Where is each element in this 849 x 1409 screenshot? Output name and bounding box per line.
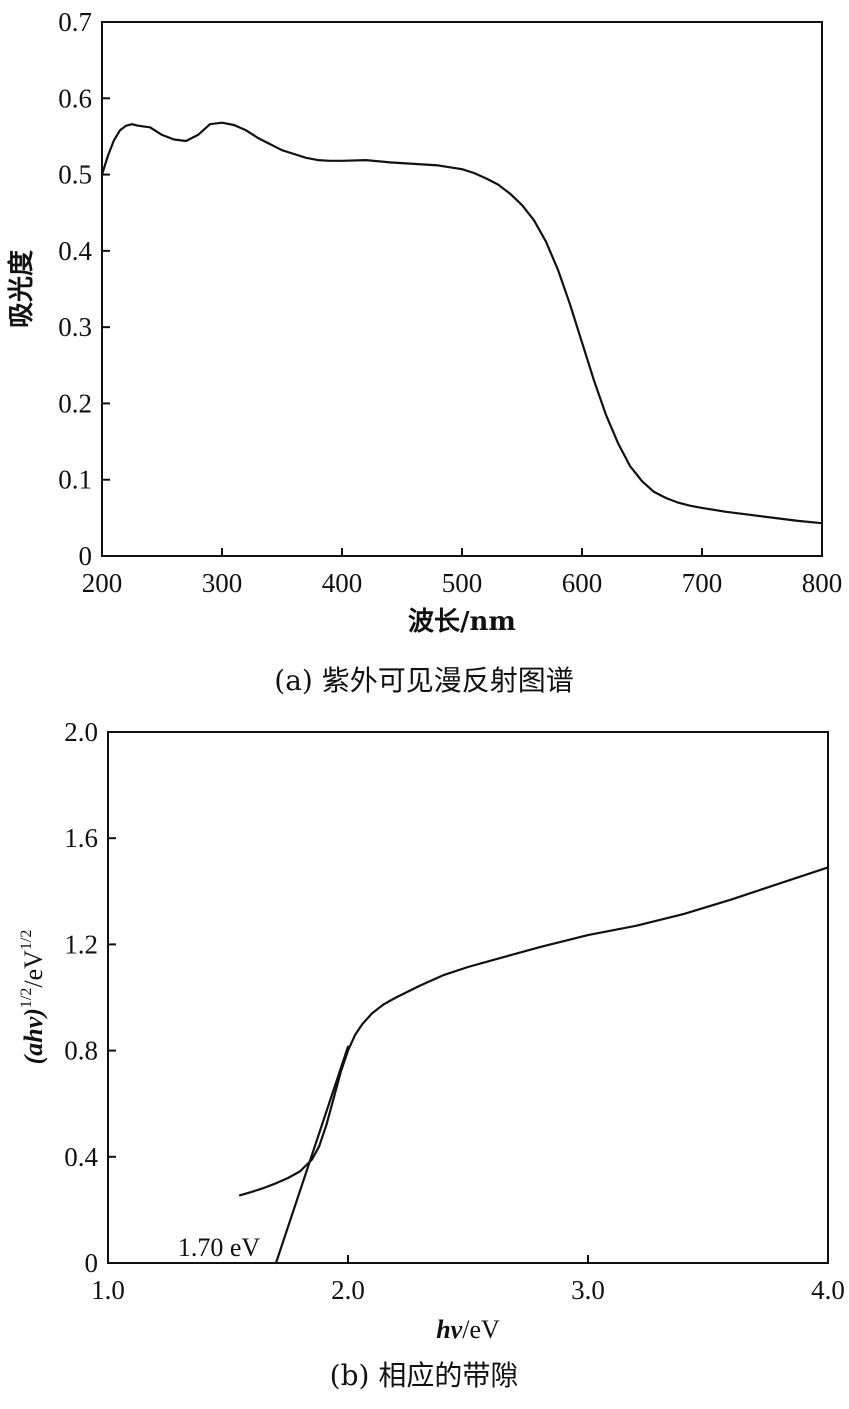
- y-tick-label: 1.2: [64, 929, 98, 959]
- chart-b-x-axis-label: hν/eV: [436, 1315, 500, 1344]
- y-tick-label: 2.0: [64, 717, 98, 747]
- x-tick-label: 800: [802, 568, 843, 598]
- chart-b-y-label-unit: /eV: [19, 950, 48, 988]
- chart-a-x-axis: 200 300 400 500 600 700 800: [82, 548, 843, 598]
- chart-a-x-axis-label: 波长/nm: [408, 607, 516, 637]
- x-tick-label: 1.0: [91, 1275, 125, 1305]
- y-tick-label: 0.6: [58, 83, 92, 113]
- chart-b-x-axis: 1.0 2.0 3.0 4.0: [91, 1255, 845, 1305]
- y-tick-label: 1.6: [64, 823, 98, 853]
- y-tick-label: 0.2: [58, 388, 92, 418]
- chart-b: 0 0.4 0.8 1.2 1.6 2.0 1.0 2.0 3.0 4.0 1.70 eV hν…: [18, 717, 845, 1392]
- chart-b-caption: (b) 相应的带隙: [330, 1359, 519, 1392]
- chart-a: 0 0.1 0.2 0.3 0.4 0.5 0.6 0.7 200 300 400 500 600 70…: [6, 7, 842, 697]
- chart-b-y-label-sup: 1/2: [18, 988, 35, 1008]
- chart-b-tangent-line: [274, 1045, 350, 1265]
- x-tick-label: 300: [202, 568, 243, 598]
- y-tick-label: 0.7: [58, 7, 92, 37]
- chart-a-caption: (a) 紫外可见漫反射图谱: [274, 664, 573, 697]
- x-tick-label: 700: [682, 568, 723, 598]
- y-tick-label: 0.4: [64, 1142, 98, 1172]
- x-tick-label: 3.0: [571, 1275, 605, 1305]
- chart-a-absorbance-curve: [100, 121, 824, 525]
- y-tick-label: 0: [85, 1248, 99, 1278]
- chart-a-y-axis-label: 吸光度: [6, 250, 37, 328]
- chart-b-y-label-main: (ahν): [19, 1008, 48, 1064]
- y-tick-label: 0.8: [64, 1036, 98, 1066]
- chart-b-x-label-main: hν: [436, 1315, 462, 1344]
- chart-b-bandgap-annotation: 1.70 eV: [178, 1233, 261, 1262]
- chart-b-frame: [107, 731, 829, 1264]
- y-tick-label: 0.1: [58, 465, 92, 495]
- x-tick-label: 600: [562, 568, 603, 598]
- chart-b-y-axis-label: (ahν)1/2/eV1/2: [18, 930, 48, 1065]
- y-tick-label: 0.3: [58, 312, 92, 342]
- x-tick-label: 500: [442, 568, 483, 598]
- y-tick-label: 0: [79, 541, 93, 571]
- x-tick-label: 4.0: [811, 1275, 845, 1305]
- chart-b-y-axis: 0 0.4 0.8 1.2 1.6 2.0: [64, 717, 116, 1278]
- chart-a-frame: [101, 21, 823, 557]
- x-tick-label: 400: [322, 568, 363, 598]
- chart-a-y-axis: 0 0.1 0.2 0.3 0.4 0.5 0.6 0.7: [58, 7, 110, 571]
- chart-b-y-label-unit-sup: 1/2: [18, 930, 35, 950]
- x-tick-label: 200: [82, 568, 123, 598]
- chart-b-tauc-curve: [238, 866, 830, 1197]
- chart-b-x-label-unit: /eV: [462, 1315, 500, 1344]
- x-tick-label: 2.0: [331, 1275, 365, 1305]
- y-tick-label: 0.4: [58, 236, 92, 266]
- y-tick-label: 0.5: [58, 160, 92, 190]
